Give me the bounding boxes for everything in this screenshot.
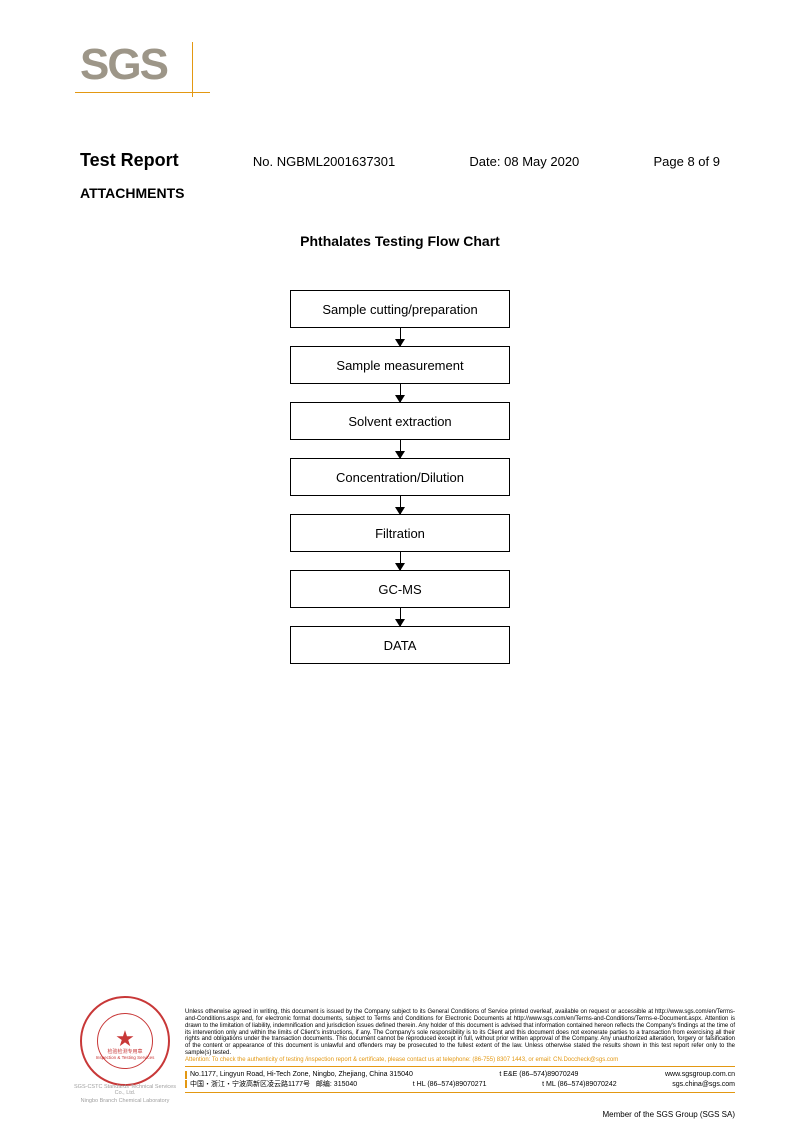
seal-text-en: Inspection & Testing Services bbox=[82, 1055, 168, 1060]
flow-arrow-icon bbox=[400, 608, 401, 626]
flowchart-title: Phthalates Testing Flow Chart bbox=[0, 233, 800, 249]
logo: SGS bbox=[80, 40, 210, 93]
seal-branch-name: Ningbo Branch Chemical Laboratory bbox=[71, 1098, 179, 1104]
address-row: No.1177, Lingyun Road, Hi-Tech Zone, Nin… bbox=[185, 1070, 735, 1080]
attachments-heading: ATTACHMENTS bbox=[80, 185, 184, 201]
disclaimer-attention: Attention: To check the authenticity of … bbox=[185, 1057, 618, 1063]
address-block: No.1177, Lingyun Road, Hi-Tech Zone, Nin… bbox=[185, 1064, 735, 1096]
header-row: Test Report No. NGBML2001637301 Date: 08… bbox=[80, 150, 720, 171]
report-date: Date: 08 May 2020 bbox=[469, 154, 579, 169]
disclaimer-main: Unless otherwise agreed in writing, this… bbox=[185, 1009, 735, 1056]
company-seal: ★ 检验检测专用章 Inspection & Testing Services … bbox=[80, 996, 170, 1086]
seal-text-cn: 检验检测专用章 bbox=[82, 1048, 168, 1055]
flow-step: Concentration/Dilution bbox=[290, 458, 510, 496]
seal-company-name: SGS-CSTC Standards Technical Services Co… bbox=[71, 1084, 179, 1096]
address-en: No.1177, Lingyun Road, Hi-Tech Zone, Nin… bbox=[185, 1070, 413, 1080]
flow-arrow-icon bbox=[400, 328, 401, 346]
flow-step: Filtration bbox=[290, 514, 510, 552]
logo-underline bbox=[75, 92, 210, 93]
flow-arrow-icon bbox=[400, 552, 401, 570]
flow-step: Sample measurement bbox=[290, 346, 510, 384]
flow-step: Solvent extraction bbox=[290, 402, 510, 440]
report-title: Test Report bbox=[80, 150, 179, 171]
divider bbox=[185, 1092, 735, 1093]
flow-arrow-icon bbox=[400, 496, 401, 514]
website: www.sgsgroup.com.cn bbox=[665, 1070, 735, 1080]
logo-vertical-line bbox=[192, 42, 193, 97]
flow-step: GC-MS bbox=[290, 570, 510, 608]
flow-step: DATA bbox=[290, 626, 510, 664]
flow-arrow-icon bbox=[400, 384, 401, 402]
member-text: Member of the SGS Group (SGS SA) bbox=[603, 1110, 736, 1119]
logo-text: SGS bbox=[80, 40, 210, 90]
phone-hl: t HL (86–574)89070271 bbox=[413, 1080, 487, 1090]
flow-arrow-icon bbox=[400, 440, 401, 458]
page-number: Page 8 of 9 bbox=[653, 154, 720, 169]
address-row: 中国・浙江・宁波高新区凌云路1177号 邮编: 315040 t HL (86–… bbox=[185, 1080, 735, 1090]
address-cn: 中国・浙江・宁波高新区凌云路1177号 邮编: 315040 bbox=[185, 1080, 357, 1090]
flow-step: Sample cutting/preparation bbox=[290, 290, 510, 328]
disclaimer: Unless otherwise agreed in writing, this… bbox=[185, 1009, 735, 1064]
report-number: No. NGBML2001637301 bbox=[253, 154, 395, 169]
seal-outer-circle: ★ 检验检测专用章 Inspection & Testing Services bbox=[80, 996, 170, 1086]
phone-ee: t E&E (86–574)89070249 bbox=[499, 1070, 578, 1080]
flowchart: Sample cutting/preparation Sample measur… bbox=[290, 290, 510, 664]
phone-ml: t ML (86–574)89070242 bbox=[542, 1080, 616, 1090]
email: sgs.china@sgs.com bbox=[672, 1080, 735, 1090]
divider bbox=[185, 1066, 735, 1067]
